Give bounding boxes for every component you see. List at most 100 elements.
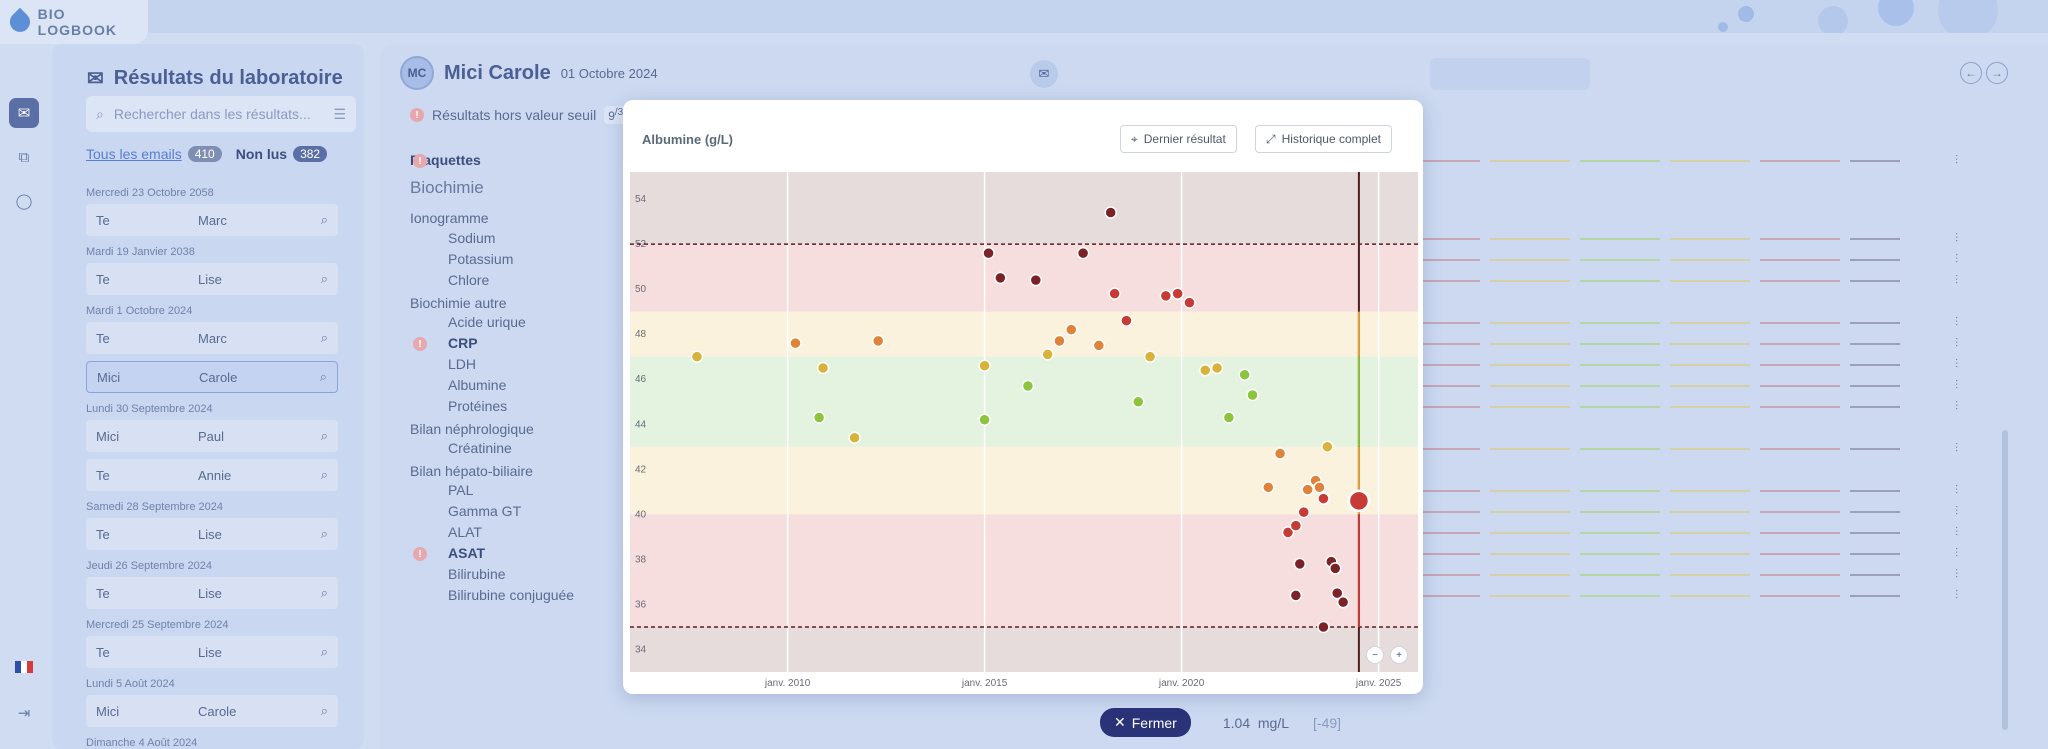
patient-name: Mici Carole [444, 61, 551, 84]
inspect-result-icon[interactable]: ⌕ [320, 703, 328, 718]
chart-row-icon[interactable]: ⫶ [1955, 504, 1959, 518]
mail-patient: Lise [198, 271, 222, 287]
mail-day-header: Lundi 30 Septembre 2024 [86, 403, 213, 415]
mail-sender: Te [96, 526, 110, 542]
list-item[interactable]: Te Annie ⌕ [86, 459, 338, 491]
mail-patient: Carole [198, 703, 237, 719]
app-logo[interactable]: BIO LOGBOOK [0, 0, 148, 44]
chart-row-icon[interactable]: ⫶ [1955, 441, 1959, 455]
y-tick-label: 46 [635, 374, 647, 385]
email-panel: ✉ Résultats du laboratoire ⌕ Rechercher … [52, 44, 411, 749]
chart-row-icon[interactable]: ⫶ [1955, 378, 1959, 392]
chart-row-icon[interactable]: ⫶ [1955, 588, 1959, 602]
next-arrow-icon[interactable]: → [1986, 62, 2008, 84]
search-results-button[interactable] [1430, 58, 1590, 90]
list-item[interactable]: Te Lise ⌕ [86, 518, 338, 550]
albumine-chart: janv. 2010 janv. 2015 janv. 2020 janv. 2025… [630, 172, 1418, 689]
zoom-in-icon[interactable]: + [1390, 646, 1408, 664]
avatar: MC [400, 56, 434, 90]
mail-list: Mercredi 23 Octobre 2058 Te Marc ⌕ Mardi 19 … [86, 184, 390, 749]
data-point [1076, 246, 1090, 260]
inspect-result-icon[interactable]: ⌕ [320, 212, 328, 227]
data-point [1330, 586, 1344, 600]
chart-row-icon[interactable]: ⫶ [1955, 357, 1959, 371]
chart-row-icon[interactable]: ⫶ [1955, 567, 1959, 581]
warning-icon: ! [410, 108, 424, 122]
inspect-result-icon[interactable]: ⌕ [320, 428, 328, 443]
inspect-result-icon[interactable]: ⌕ [320, 330, 328, 345]
out-of-range-summary[interactable]: ! Résultats hors valeur seuil 9/32 [410, 106, 633, 124]
envelope-icon: ✉ [87, 68, 104, 90]
chart-zone [630, 244, 1418, 312]
chart-row-icon[interactable]: ⫶ [1955, 483, 1959, 497]
data-point [1159, 289, 1173, 303]
french-flag-icon[interactable] [9, 652, 39, 682]
trend-line [1420, 448, 1900, 450]
result-row-label: Biochimie autre [410, 295, 507, 311]
inspect-result-icon[interactable]: ⌕ [320, 467, 328, 482]
mail-sender: Te [96, 212, 110, 228]
search-input[interactable]: ⌕ Rechercher dans les résultats... ☰ [86, 96, 356, 132]
list-item[interactable]: Te Marc ⌕ [86, 322, 338, 354]
chart-row-icon[interactable]: ⫶ [1955, 336, 1959, 350]
full-history-button[interactable]: ⤢ Historique complet [1255, 125, 1392, 153]
result-row-label: ASAT [448, 545, 486, 561]
chart-title: Albumine (g/L) [642, 132, 733, 147]
data-point [848, 431, 861, 445]
inspect-result-icon[interactable]: ⌕ [320, 526, 328, 541]
data-point [816, 361, 830, 375]
list-item[interactable]: Mici Paul ⌕ [86, 420, 338, 452]
contacts-nav-icon[interactable]: ⧉ [18, 148, 30, 166]
user-nav-icon[interactable]: ◯ [15, 193, 33, 210]
last-result-button[interactable]: ⌖ Dernier résultat [1120, 125, 1237, 153]
data-point [1041, 348, 1054, 361]
chart-row-icon[interactable]: ⫶ [1955, 399, 1959, 413]
filter-unread-link[interactable]: Non lus [235, 146, 288, 162]
logout-icon[interactable]: ⇥ [17, 705, 31, 722]
chart-row-icon[interactable]: ⫶ [1955, 153, 1959, 167]
inspect-result-icon[interactable]: ⌕ [320, 585, 328, 600]
list-item[interactable]: Te Lise ⌕ [86, 636, 338, 668]
data-point [1289, 589, 1303, 602]
filter-icon[interactable]: ☰ [333, 105, 346, 122]
data-point [1293, 557, 1307, 571]
list-item[interactable]: Mici Carole ⌕ [86, 695, 338, 727]
close-button-label: Fermer [1131, 714, 1177, 731]
chart-row-icon[interactable]: ⫶ [1955, 525, 1959, 539]
list-item[interactable]: Te Lise ⌕ [86, 263, 338, 295]
mail-day-header: Mercredi 23 Octobre 2058 [86, 187, 214, 199]
search-placeholder: Rechercher dans les résultats... [113, 106, 311, 122]
data-point [1301, 483, 1314, 496]
chart-row-icon[interactable]: ⫶ [1955, 546, 1959, 560]
chart-row-icon[interactable]: ⫶ [1955, 231, 1959, 245]
chart-row-icon[interactable]: ⫶ [1955, 315, 1959, 329]
close-button[interactable]: ✕ Fermer [1100, 708, 1191, 737]
x-tick-label: janv. 2020 [1158, 678, 1205, 689]
open-mail-icon[interactable]: ✉ [1030, 60, 1058, 88]
trend-line [1420, 553, 1900, 555]
data-point [1198, 363, 1212, 377]
mail-patient: Paul [198, 428, 225, 444]
chart-row-icon[interactable]: ⫶ [1955, 252, 1959, 266]
result-row-label: Acide urique [448, 314, 526, 330]
mail-patient: Lise [198, 644, 222, 660]
result-row-label: Chlore [448, 272, 490, 288]
list-item[interactable]: Te Marc ⌕ [86, 204, 338, 236]
mail-nav-icon[interactable]: ✉ [9, 98, 39, 128]
inspect-result-icon[interactable]: ⌕ [320, 271, 328, 286]
filter-all-link[interactable]: Tous les emails [86, 146, 182, 162]
zoom-out-icon[interactable]: − [1366, 646, 1384, 664]
data-point [789, 336, 802, 350]
result-row-label: Bilirubine conjuguée [448, 587, 575, 603]
list-item[interactable]: Mici Carole ⌕ [86, 361, 338, 393]
results-scrollbar[interactable] [2002, 430, 2008, 730]
prev-arrow-icon[interactable]: ← [1960, 62, 1982, 84]
inspect-result-icon[interactable]: ⌕ [320, 644, 328, 659]
mail-sender: Te [96, 585, 110, 601]
drop-icon [5, 7, 34, 37]
chart-zone [630, 626, 1418, 672]
chart-row-icon[interactable]: ⫶ [1955, 273, 1959, 287]
list-item[interactable]: Te Lise ⌕ [86, 577, 338, 609]
trend-line [1420, 280, 1900, 282]
inspect-result-icon[interactable]: ⌕ [319, 369, 327, 384]
